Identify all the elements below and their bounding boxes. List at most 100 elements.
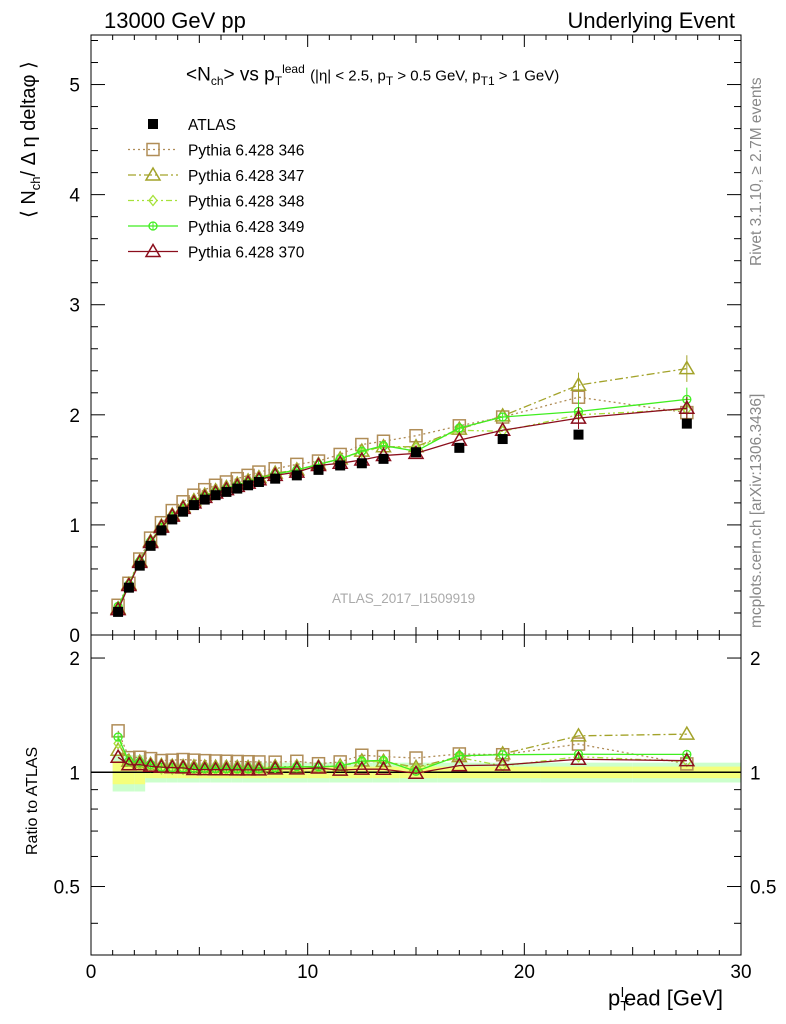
marker-data	[291, 470, 302, 481]
marker-data	[313, 464, 324, 475]
ratio-marker-p370	[218, 761, 235, 776]
ratio-marker-p370	[163, 759, 181, 774]
y-tick-label-zero: 0	[69, 626, 80, 647]
marker-p346	[409, 428, 423, 443]
analysis-label: ATLAS_2017_I1509919	[332, 591, 476, 606]
legend-entry-p346: Pythia 6.428 346	[128, 143, 304, 160]
ratio-marker-p370	[207, 761, 224, 776]
ratio-marker-p370	[153, 758, 170, 773]
x-tick-label: 20	[514, 962, 535, 983]
marker-data	[243, 480, 254, 491]
marker-p349	[498, 412, 508, 422]
legend-label: Pythia 6.428 348	[188, 194, 304, 211]
ratio-marker-p370	[678, 752, 696, 767]
legend-label: Pythia 6.428 346	[188, 143, 304, 160]
header-left: 13000 GeV pp	[104, 8, 246, 33]
ratio-marker-p370	[174, 759, 192, 774]
legend-entry-p347: Pythia 6.428 347	[128, 166, 304, 185]
marker-data	[178, 506, 189, 517]
legend-entry-p349: Pythia 6.428 349	[128, 219, 304, 236]
marker-data	[681, 418, 692, 429]
legend-entry-p348: Pythia 6.428 348	[128, 194, 304, 211]
legend-marker	[148, 194, 158, 207]
x-tick-label: 0	[86, 962, 97, 983]
plot-title: <Nch> vs pTlead (|η| < 2.5, pT > 0.5 GeV…	[186, 62, 559, 88]
y-title-sub: ch	[28, 176, 43, 191]
marker-p370	[678, 399, 696, 414]
ratio-y-tick-label-right: 1	[750, 763, 761, 784]
y-tick-label: 3	[69, 296, 80, 317]
ratio-y-axis-title: Ratio to ATLAS	[24, 746, 41, 855]
ratio-marker-p349	[113, 732, 123, 742]
ratio-marker-p347	[570, 727, 587, 742]
series-line-p347	[117, 367, 687, 609]
marker-data	[411, 447, 421, 458]
ratio-marker-p370	[494, 756, 511, 771]
ratio-marker-p370	[570, 750, 587, 765]
title-main-sub: ch	[210, 74, 224, 89]
title-cuts-c: > 1 GeV)	[494, 67, 560, 85]
tick-labels: 0 10 20 30 1 2 3 4 5 0 0.5 0.5 1 1 2 2	[54, 76, 777, 983]
y-title-right: / Δ η deltaφ ⟩	[18, 61, 40, 177]
ratio-marker-p370	[239, 761, 257, 776]
legend-entry-data: ATLAS	[148, 117, 236, 134]
marker-data	[199, 494, 210, 505]
legend: ATLAS Pythia 6.428 346 Pythia 6.428 347 Pyt…	[128, 117, 305, 262]
y-title-left: ⟨ N	[18, 190, 40, 218]
marker-p348	[454, 424, 465, 437]
rivet-label: Rivet 3.1.10, ≥ 2.7M events	[748, 77, 765, 266]
marker-data	[497, 434, 508, 445]
ratio-marker-p370	[451, 757, 468, 772]
ratio-marker-p370	[353, 760, 371, 775]
marker-data	[232, 483, 243, 494]
title-mid-sup: lead	[282, 62, 305, 76]
legend-marker	[144, 243, 162, 258]
ratio-marker-p348	[124, 755, 134, 768]
marker-data	[221, 486, 232, 497]
marker-p370	[570, 409, 587, 424]
marker-data	[378, 453, 389, 464]
ratio-y-tick-label: 0.5	[54, 878, 80, 899]
marker-data	[270, 473, 281, 484]
legend-label: Pythia 6.428 347	[188, 168, 304, 185]
marker-data	[113, 606, 124, 617]
title-main: <N	[186, 64, 211, 86]
ratio-marker-p348	[573, 750, 584, 763]
series-line-p348	[117, 408, 687, 608]
legend-label: Pythia 6.428 370	[188, 245, 305, 262]
marker-data	[167, 514, 178, 525]
ratio-y-tick-label: 1	[69, 763, 80, 784]
series-line-p370	[117, 407, 687, 610]
legend-entry-p370: Pythia 6.428 370	[128, 243, 305, 262]
marker-data	[335, 460, 346, 471]
x-title-rest: ead [GeV]	[623, 985, 724, 1011]
ratio-y-tick-label-right: 2	[750, 649, 761, 670]
x-axis-title: pTlead [GeV]	[608, 984, 723, 1014]
ratio-marker-p370	[196, 761, 214, 776]
y-axis-title: ⟨ Nch/ Δ η deltaφ ⟩	[16, 61, 43, 218]
legend-marker	[148, 221, 158, 231]
ratio-marker-p348	[682, 755, 692, 768]
x-title-p: p	[608, 985, 621, 1011]
marker-data	[454, 442, 465, 453]
marker-data	[134, 560, 145, 571]
marker-data	[188, 500, 199, 511]
marker-p347	[678, 360, 696, 375]
x-title-sup: l	[620, 984, 624, 1000]
ratio-marker-p370	[331, 761, 349, 776]
legend-label: Pythia 6.428 349	[188, 219, 304, 236]
marker-data	[356, 458, 367, 469]
legend-marker	[146, 142, 160, 157]
marker-data	[123, 582, 134, 593]
marker-p347	[570, 376, 587, 391]
data-series	[109, 355, 696, 780]
legend-label: ATLAS	[188, 117, 236, 134]
legend-marker	[144, 166, 162, 181]
title-cuts-a-sub: T	[385, 74, 394, 89]
ratio-marker-p348	[378, 755, 389, 768]
header-right: Underlying Event	[567, 8, 735, 33]
marker-p348	[378, 440, 389, 453]
ratio-marker-p347	[678, 725, 696, 740]
title-cuts-b: > 0.5 GeV, p	[393, 67, 481, 85]
ratio-marker-p370	[120, 756, 138, 771]
